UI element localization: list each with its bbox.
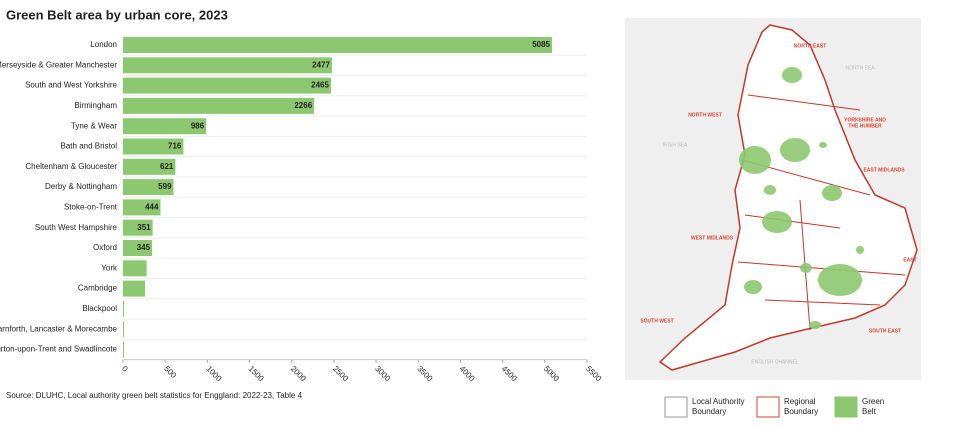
sea-label: NORTH SEA	[845, 65, 875, 71]
y-tick-label: Merseyside & Greater Manchester	[0, 60, 117, 69]
y-tick-label: South West Hampshire	[35, 223, 118, 232]
x-tick-label: 4000	[458, 364, 477, 383]
x-tick-label: 3000	[373, 364, 392, 383]
sea-label: ENGLISH CHANNEL	[751, 359, 798, 365]
x-tick-label: 2000	[289, 364, 308, 383]
region-label: WEST MIDLANDS	[691, 235, 734, 241]
bar	[123, 260, 147, 277]
x-tick-label: 5000	[542, 364, 561, 383]
legend-swatch	[834, 396, 858, 418]
value-label: 2266	[294, 101, 312, 110]
bar	[123, 240, 153, 256]
y-tick-label: Stoke-on-Trent	[64, 203, 118, 212]
bar	[123, 300, 124, 317]
y-tick-label: Burton-upon-Trent and Swadlincote	[0, 345, 118, 354]
value-label: 345	[137, 243, 151, 252]
x-tick-label: 1500	[247, 364, 266, 383]
region-label: EAST MIDLANDS	[863, 167, 905, 173]
region-label: SOUTH EAST	[869, 328, 901, 334]
bar	[123, 77, 331, 94]
legend-label: Green	[862, 397, 884, 406]
region-label: EAST	[903, 257, 916, 263]
green-belt-areas	[739, 67, 864, 329]
y-tick-label: Oxford	[93, 243, 117, 252]
y-tick-label: London	[90, 40, 117, 49]
bar	[123, 57, 332, 74]
y-tick-label: Carnforth, Lancaster & Morecambe	[0, 324, 118, 333]
legend-label: Regional	[784, 397, 816, 406]
value-label: 2477	[312, 60, 330, 69]
value-label: 599	[158, 182, 172, 191]
bar	[123, 280, 146, 297]
bar	[123, 97, 315, 114]
x-tick-label: 1000	[204, 364, 223, 383]
value-label: 5085	[532, 40, 550, 49]
y-tick-label: York	[101, 263, 118, 272]
value-label: 986	[191, 121, 205, 130]
value-label: 351	[137, 223, 151, 232]
y-tick-label: Cheltenham & Gloucester	[25, 162, 117, 171]
value-label: 621	[160, 162, 174, 171]
bar	[123, 219, 153, 236]
y-tick-label: Tyne & Wear	[71, 121, 117, 130]
region-label: SOUTH WEST	[640, 318, 673, 324]
bar	[123, 118, 207, 135]
legend-label: Boundary	[784, 407, 818, 416]
y-tick-label: Cambridge	[78, 284, 118, 293]
legend-label: Local Authority	[692, 397, 744, 406]
y-tick-label: Birmingham	[74, 101, 117, 110]
legend-label: Belt	[862, 407, 877, 416]
value-label: 444	[145, 203, 159, 212]
bar	[123, 37, 552, 53]
region-boundaries	[737, 94, 906, 331]
value-label: 716	[168, 142, 182, 151]
bar	[123, 321, 124, 338]
x-tick-label: 2500	[331, 364, 350, 383]
region-label: NORTH WEST	[688, 112, 722, 118]
legend-swatch	[756, 396, 780, 418]
bar	[123, 179, 174, 196]
x-tick-label: 4500	[500, 364, 519, 383]
bar	[123, 138, 184, 155]
y-tick-label: Blackpool	[82, 304, 117, 313]
y-tick-label: Bath and Bristol	[61, 142, 118, 151]
y-tick-label: South and West Yorkshire	[25, 81, 117, 90]
region-label: NORTH EAST	[794, 43, 827, 49]
chart-title: Green Belt area by urban core, 2023	[6, 7, 228, 22]
x-tick-label: 5500	[584, 364, 603, 383]
region-label: THE HUMBER	[848, 123, 882, 129]
x-tick-label: 0	[120, 364, 130, 374]
x-tick-label: 500	[162, 364, 178, 380]
value-label: 2465	[311, 81, 329, 90]
source-note: Source: DLUHC, Local authority green bel…	[6, 391, 303, 400]
sea-label: IRISH SEA	[663, 142, 688, 148]
x-tick-label: 3500	[415, 364, 434, 383]
y-tick-label: Derby & Nottingham	[45, 182, 117, 191]
bar	[123, 158, 176, 175]
bar	[123, 199, 161, 216]
legend-label: Boundary	[692, 407, 726, 416]
region-label: YORKSHIRE AND	[844, 117, 886, 123]
legend-swatch	[664, 396, 688, 418]
bar	[123, 341, 124, 358]
